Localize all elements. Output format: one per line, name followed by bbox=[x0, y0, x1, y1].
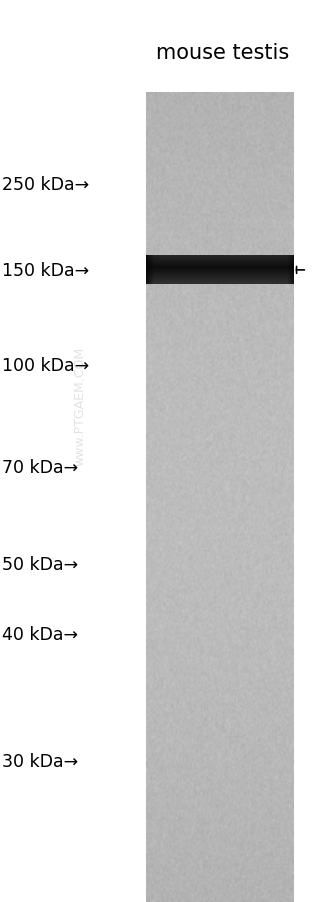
Text: 50 kDa→: 50 kDa→ bbox=[2, 556, 78, 574]
Text: 40 kDa→: 40 kDa→ bbox=[2, 625, 77, 643]
Text: 250 kDa→: 250 kDa→ bbox=[2, 176, 89, 194]
Text: 30 kDa→: 30 kDa→ bbox=[2, 752, 78, 770]
Text: 150 kDa→: 150 kDa→ bbox=[2, 262, 89, 280]
Text: www.PTGAEM.COM: www.PTGAEM.COM bbox=[74, 346, 86, 465]
Text: 100 kDa→: 100 kDa→ bbox=[2, 356, 89, 374]
Text: 70 kDa→: 70 kDa→ bbox=[2, 458, 78, 476]
Text: mouse testis: mouse testis bbox=[156, 43, 289, 63]
